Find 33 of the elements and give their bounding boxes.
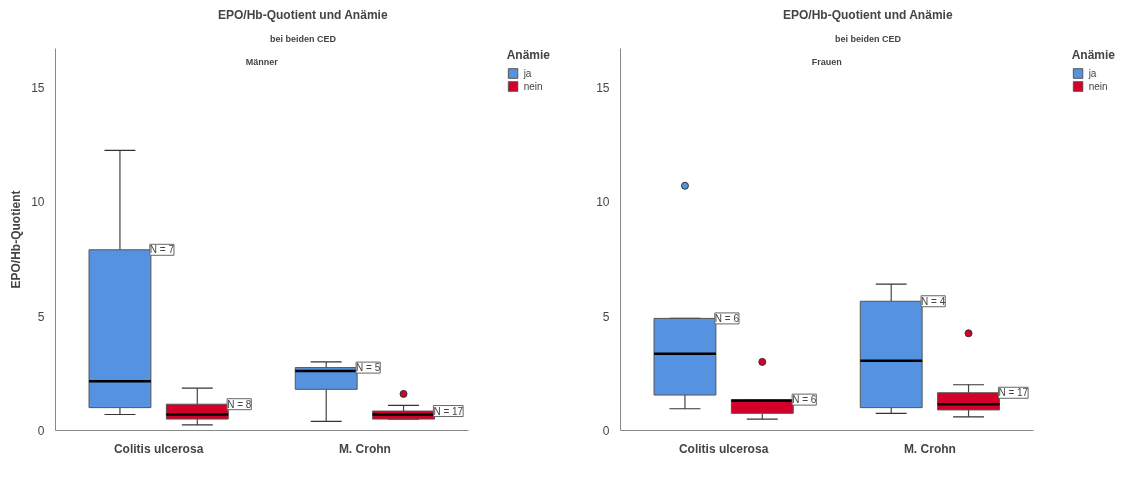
legend-title: Anämie: [1071, 48, 1115, 62]
text: N = 5: [356, 362, 381, 374]
x-tick-label: Colitis ulcerosa: [113, 441, 204, 456]
y-axis-title: EPO/Hb-Quotient: [9, 190, 24, 289]
annotation: Frauen: [811, 56, 842, 67]
chart-title: EPO/Hb-Quotient und Anämie: [218, 7, 388, 22]
y-tick-label: 0: [602, 424, 610, 438]
x-tick-label: Colitis ulcerosa: [678, 441, 769, 456]
legend-label: nein: [523, 80, 544, 92]
chart-subtitle: bei beiden CED: [269, 33, 337, 44]
text: N = 7: [149, 244, 174, 256]
text: N = 17: [998, 387, 1029, 399]
legend-title: Anämie: [506, 48, 550, 62]
chart-title: EPO/Hb-Quotient und Anämie: [783, 7, 953, 22]
legend-label: ja: [523, 67, 533, 79]
x-tick-label: M. Crohn: [338, 441, 391, 456]
y-tick-label: 10: [31, 195, 45, 210]
text: N = 6: [714, 312, 739, 324]
y-tick-label: 15: [596, 80, 610, 95]
text: N = 4: [921, 295, 946, 307]
y-tick-label: 5: [602, 309, 610, 324]
y-tick-label: 5: [37, 309, 45, 324]
x-tick-label: M. Crohn: [903, 441, 956, 456]
y-tick-label: 15: [31, 80, 45, 95]
y-tick-label: 10: [596, 195, 610, 210]
chart-subtitle: bei beiden CED: [834, 33, 902, 44]
text: N = 8: [227, 398, 252, 410]
y-tick-label: 0: [37, 424, 45, 438]
legend-label: nein: [1088, 80, 1109, 92]
annotation: Männer: [245, 56, 279, 67]
text: N = 6: [792, 394, 817, 406]
text: N = 17: [433, 405, 464, 417]
legend-label: ja: [1088, 67, 1098, 79]
